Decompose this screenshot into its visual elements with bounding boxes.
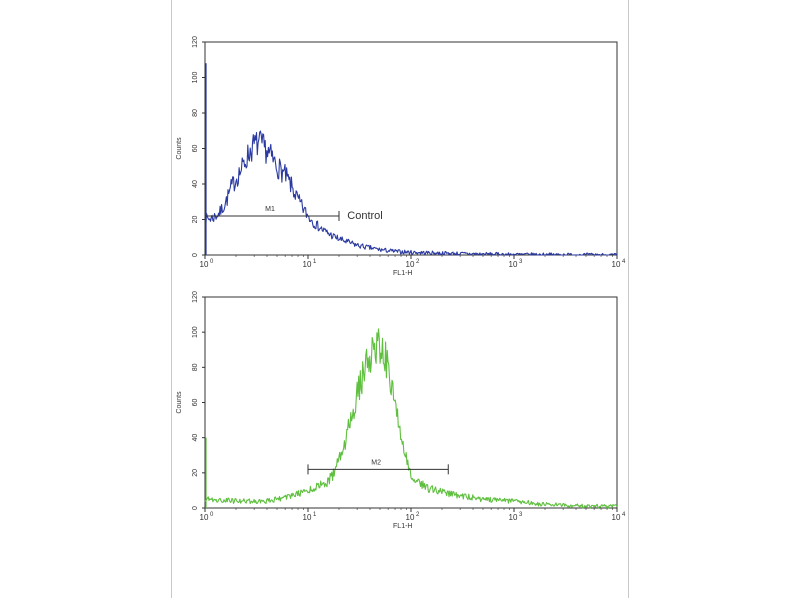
histogram-trace (204, 130, 618, 256)
x-tick-label: 10 (200, 260, 209, 269)
x-tick-exponent: 4 (622, 259, 626, 265)
y-tick-label: 80 (192, 109, 199, 117)
x-tick-label: 10 (406, 513, 415, 522)
y-axis-title: Counts (176, 391, 183, 414)
x-tick-exponent: 3 (519, 512, 523, 518)
x-tick-exponent: 0 (210, 512, 214, 518)
y-tick-label: 100 (192, 72, 199, 84)
x-tick-label: 10 (612, 260, 621, 269)
y-tick-label: 120 (192, 291, 199, 303)
x-tick-exponent: 4 (622, 512, 626, 518)
y-axis-title: Counts (176, 137, 183, 160)
gate-marker-label: M1 (265, 206, 275, 213)
x-axis-title: FL1-H (393, 270, 412, 277)
x-tick-exponent: 1 (313, 259, 317, 265)
y-tick-label: 120 (192, 36, 199, 48)
x-tick-label: 10 (612, 513, 621, 522)
x-tick-label: 10 (303, 260, 312, 269)
y-tick-label: 60 (192, 145, 199, 153)
control-annotation: Control (347, 210, 382, 222)
x-tick-exponent: 2 (416, 259, 420, 265)
x-tick-label: 10 (406, 260, 415, 269)
y-tick-label: 0 (192, 253, 199, 257)
y-tick-label: 0 (192, 506, 199, 510)
y-tick-label: 40 (192, 180, 199, 188)
x-tick-exponent: 1 (313, 512, 317, 518)
y-tick-label: 100 (192, 326, 199, 338)
x-tick-exponent: 2 (416, 512, 420, 518)
x-tick-label: 10 (200, 513, 209, 522)
y-tick-label: 80 (192, 363, 199, 371)
x-axis-title: FL1-H (393, 523, 412, 530)
x-tick-exponent: 3 (519, 259, 523, 265)
y-tick-label: 40 (192, 434, 199, 442)
gate-marker-label: M2 (371, 459, 381, 466)
y-tick-label: 20 (192, 216, 199, 224)
y-tick-label: 60 (192, 399, 199, 407)
figure-frame (171, 0, 629, 598)
x-tick-label: 10 (303, 513, 312, 522)
x-tick-label: 10 (509, 513, 518, 522)
y-tick-label: 20 (192, 469, 199, 477)
x-tick-exponent: 0 (210, 259, 214, 265)
x-tick-label: 10 (509, 260, 518, 269)
histogram-trace (204, 328, 618, 509)
plot-frame (204, 41, 618, 256)
